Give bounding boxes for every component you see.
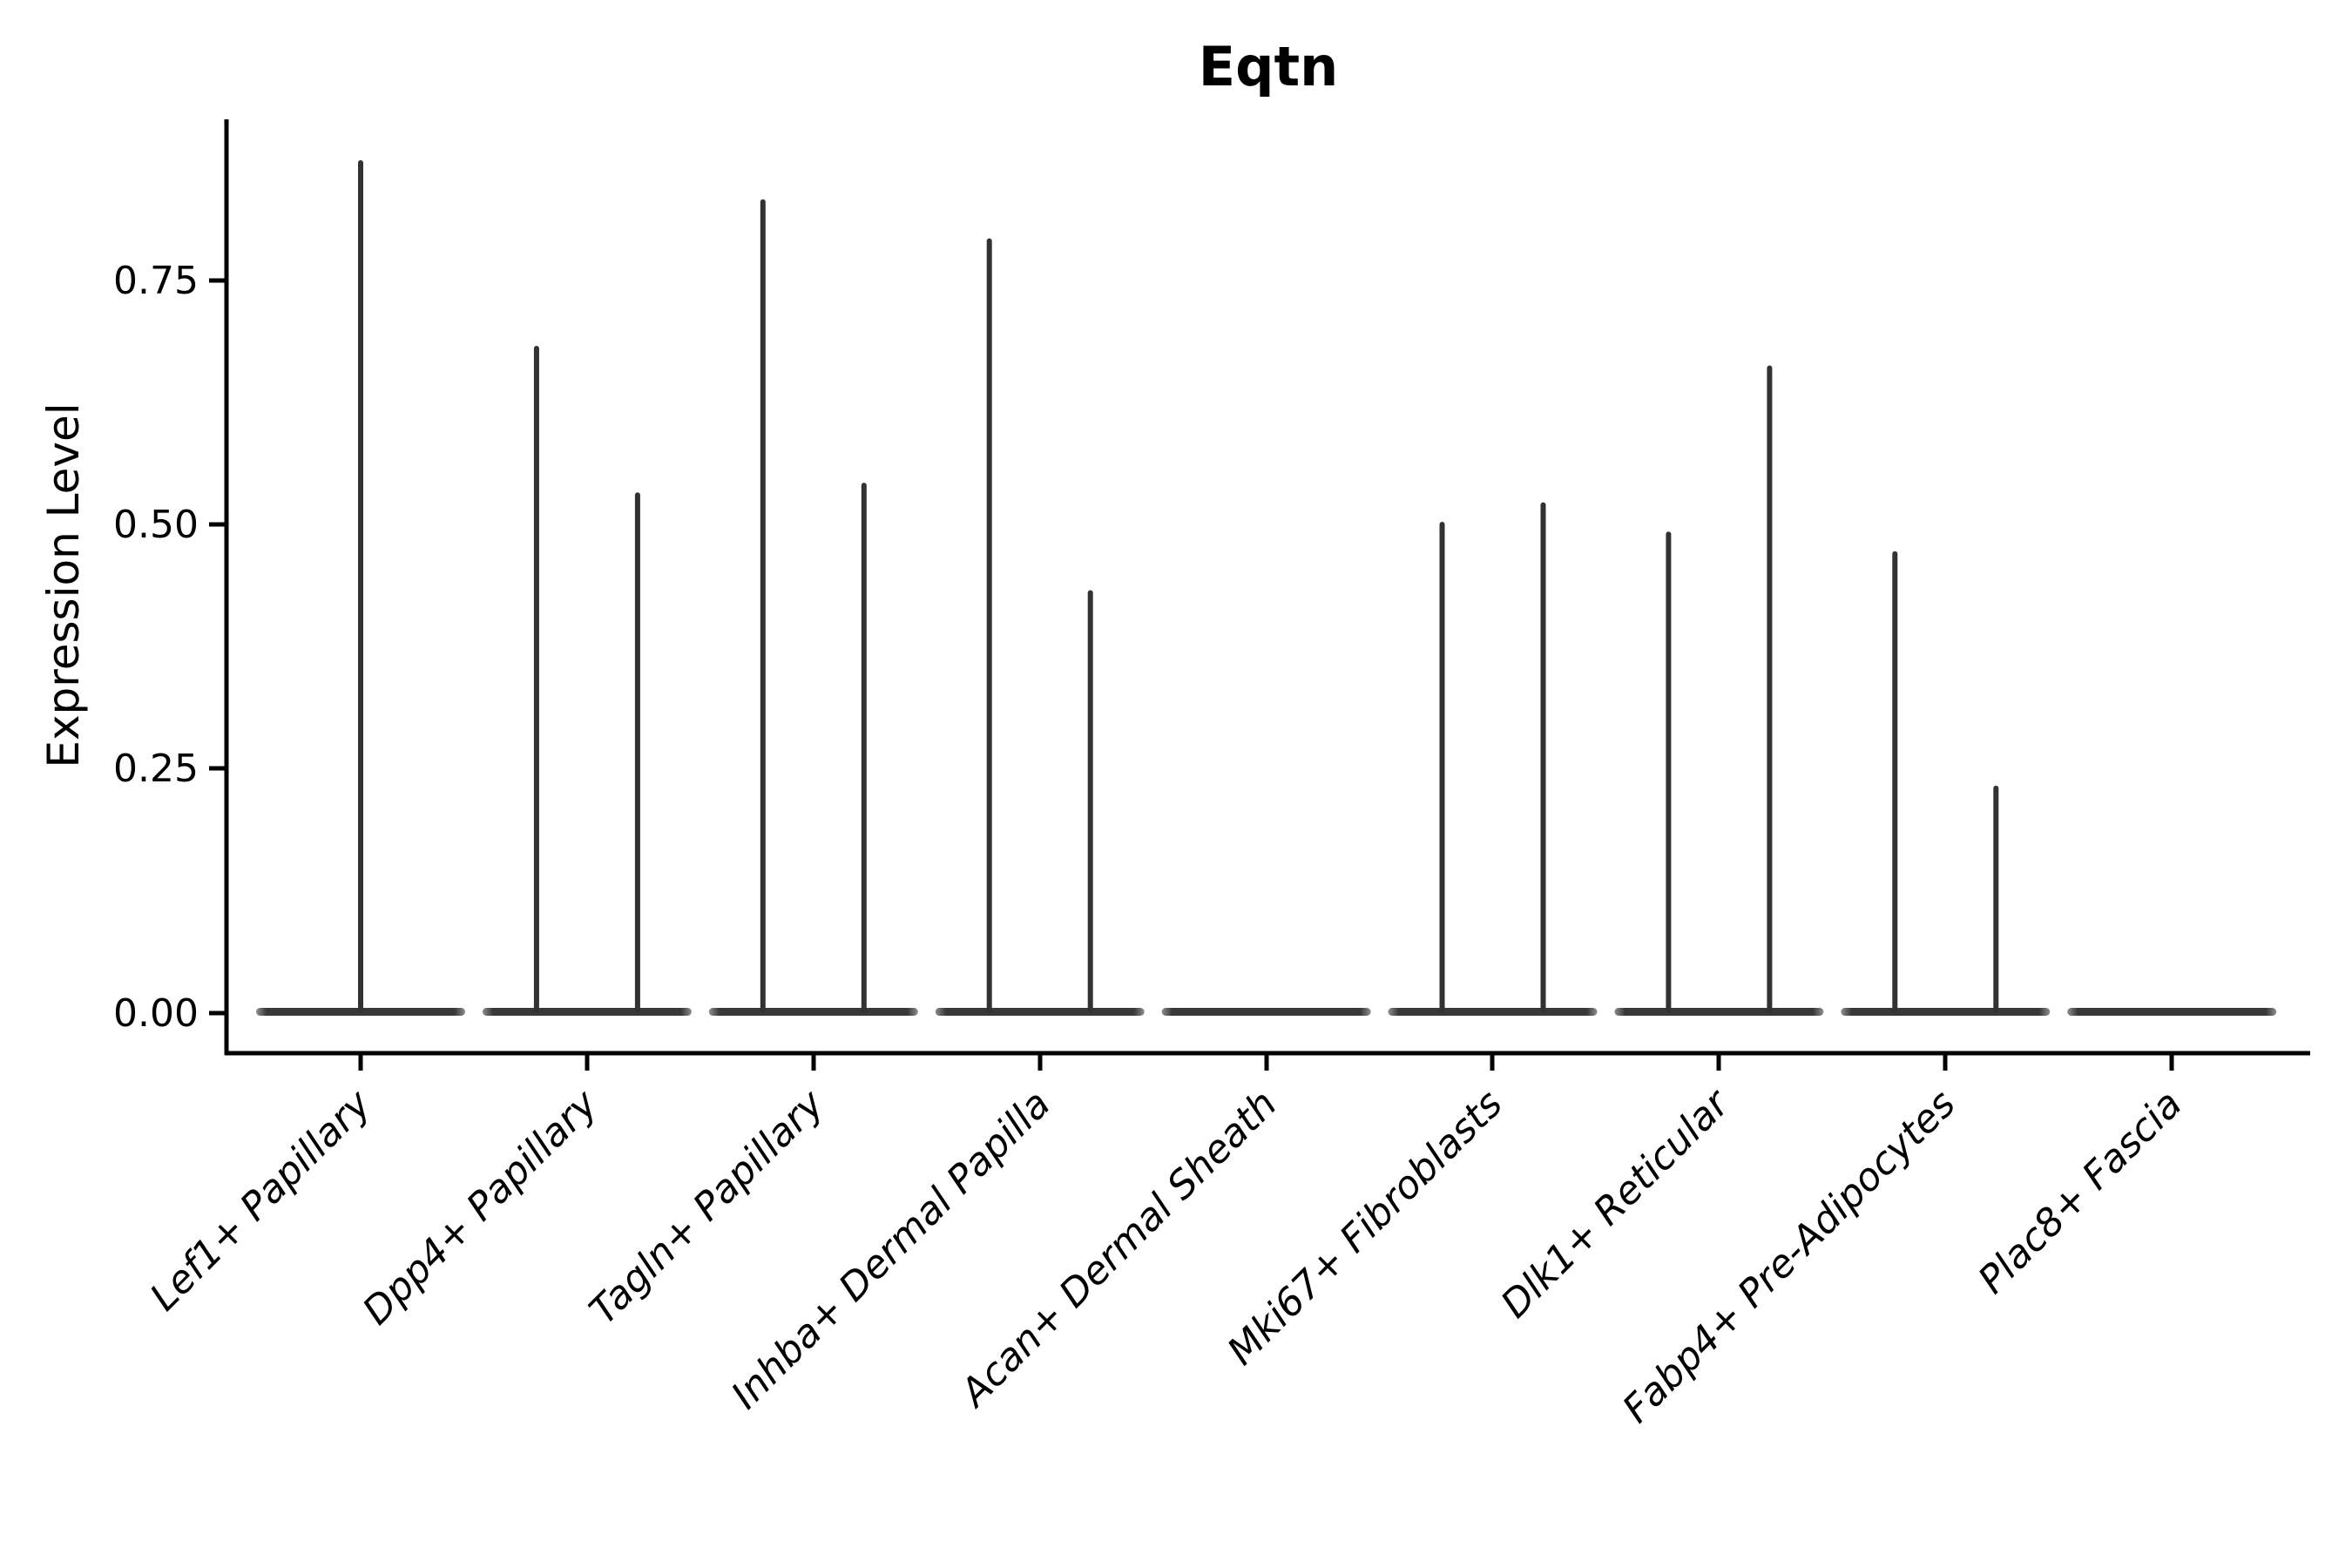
violin-baseline [1841,1008,2051,1016]
violin-baseline [2067,1008,2277,1016]
violin-layer [256,159,2277,1016]
axes-spines [224,119,2310,1056]
y-axis-label: Expression Level [38,402,89,767]
y-tick-label: 0.75 [113,259,199,303]
y-tick-label: 0.50 [113,503,199,547]
violin-baseline [935,1008,1145,1016]
x-tick-label: Lef1+ Papillary [142,1081,381,1320]
violin-baseline [1614,1008,1824,1016]
violin-baseline [1161,1008,1371,1016]
violin-baseline [708,1008,918,1016]
y-tick-label: 0.25 [113,747,199,791]
x-tick-label: Dlk1+ Reticular [1492,1080,1739,1327]
y-tick-label: 0.00 [113,991,199,1036]
y-axis: 0.00 0.25 0.50 0.75 [113,259,225,1036]
x-tick-label: Plac8+ Fascia [1970,1082,2190,1302]
x-axis [358,1055,2174,1071]
violin-baseline [482,1008,692,1016]
x-axis-labels: Lef1+ Papillary Dpp4+ Papillary Tagln+ P… [142,1080,2191,1432]
violin-baseline [1388,1008,1598,1016]
x-tick-label: Tagln+ Papillary [581,1081,833,1333]
chart-title: Eqtn [1199,35,1339,98]
x-tick-label: Dpp4+ Papillary [355,1081,607,1334]
